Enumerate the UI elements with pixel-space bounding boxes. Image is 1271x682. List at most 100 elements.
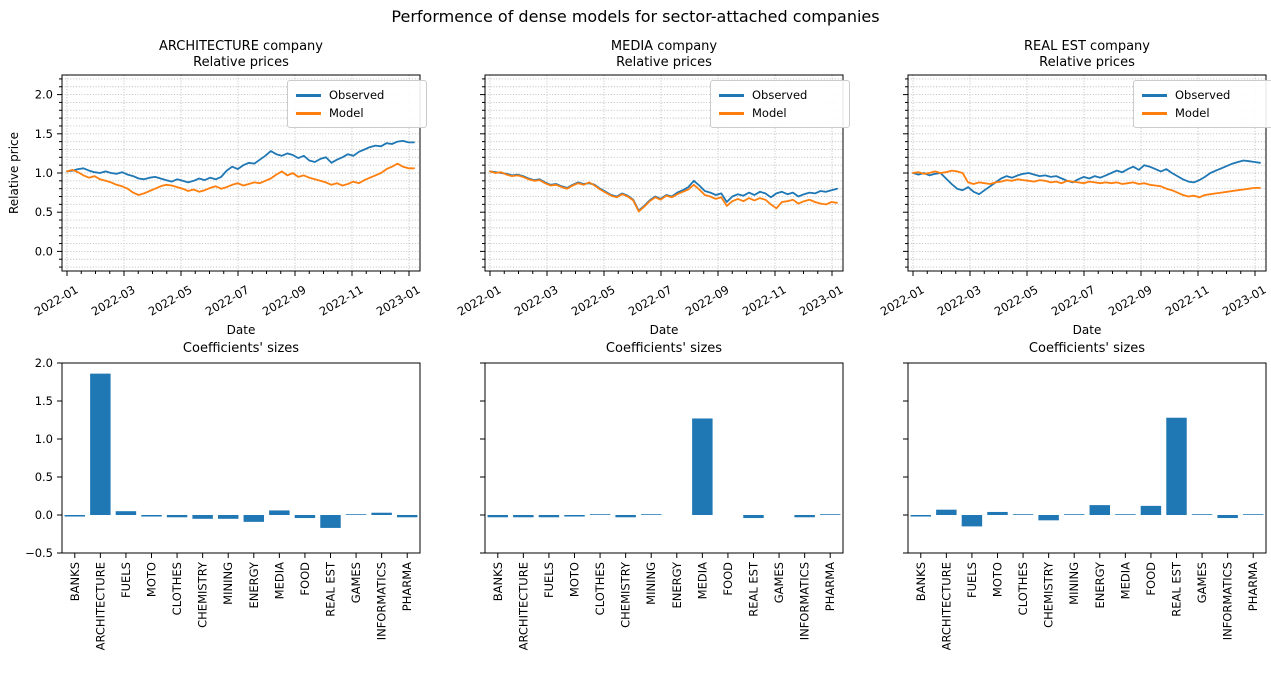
- bar-architecture: [513, 515, 534, 518]
- svg-text:REAL EST: REAL EST: [324, 561, 338, 617]
- legend-label-model: Model: [1175, 106, 1210, 120]
- svg-text:MOTO: MOTO: [145, 562, 159, 597]
- line-model: [66, 162, 415, 196]
- svg-text:PHARMA: PHARMA: [1246, 562, 1260, 611]
- line-observed: [66, 139, 415, 184]
- svg-text:ENERGY: ENERGY: [670, 561, 684, 608]
- bar-fuels: [115, 511, 137, 515]
- svg-text:CHEMISTRY: CHEMISTRY: [1042, 561, 1056, 628]
- subplot-title-company: ARCHITECTURE company: [159, 39, 323, 54]
- svg-text:ARCHITECTURE: ARCHITECTURE: [516, 562, 530, 650]
- svg-text:PHARMA: PHARMA: [823, 562, 837, 611]
- svg-text:GAMES: GAMES: [1195, 562, 1209, 603]
- bar-real-est: [1166, 417, 1187, 515]
- svg-text:2022-11: 2022-11: [1163, 282, 1212, 318]
- bar-mining: [640, 514, 662, 515]
- svg-text:INFORMATICS: INFORMATICS: [375, 562, 389, 640]
- legend-item-model: Model: [1142, 104, 1264, 122]
- model-line-swatch: [1142, 111, 1167, 115]
- svg-text:1.0: 1.0: [35, 166, 53, 180]
- svg-text:MEDIA: MEDIA: [272, 562, 286, 599]
- svg-text:2022-05: 2022-05: [992, 282, 1041, 318]
- svg-text:2022-07: 2022-07: [203, 282, 252, 318]
- svg-text:2022-11: 2022-11: [317, 282, 366, 318]
- svg-text:CHEMISTRY: CHEMISTRY: [619, 561, 633, 628]
- svg-text:2022-03: 2022-03: [935, 282, 984, 318]
- bar-architecture: [936, 509, 957, 515]
- model-line-swatch: [296, 111, 321, 115]
- coef-chart-title: Coefficients' sizes: [1028, 341, 1146, 356]
- svg-text:2022-03: 2022-03: [512, 282, 561, 318]
- svg-text:REAL EST: REAL EST: [747, 561, 761, 617]
- model-line-swatch: [719, 111, 744, 115]
- svg-text:2022-07: 2022-07: [1049, 282, 1098, 318]
- svg-text:CLOTHES: CLOTHES: [1016, 562, 1030, 615]
- bar-energy: [243, 515, 265, 522]
- legend-item-model: Model: [719, 104, 841, 122]
- observed-line-swatch: [1142, 93, 1167, 97]
- svg-text:2022-05: 2022-05: [146, 282, 195, 318]
- svg-text:ENERGY: ENERGY: [1093, 561, 1107, 608]
- observed-line-swatch: [719, 93, 744, 97]
- svg-text:MOTO: MOTO: [568, 562, 582, 597]
- bar-banks: [487, 515, 509, 518]
- bar-mining: [1063, 514, 1085, 515]
- svg-text:MINING: MINING: [1067, 562, 1081, 605]
- bar-clothes: [1012, 514, 1034, 515]
- svg-text:INFORMATICS: INFORMATICS: [798, 562, 812, 640]
- bar-media: [1115, 514, 1136, 515]
- svg-text:REAL EST: REAL EST: [1170, 561, 1184, 617]
- svg-text:MINING: MINING: [221, 562, 235, 605]
- bar-real-est: [743, 515, 764, 519]
- bar-mining: [217, 515, 239, 519]
- svg-text:2023-01: 2023-01: [374, 282, 423, 318]
- legend-label-model: Model: [329, 106, 364, 120]
- bar-media: [269, 510, 290, 515]
- svg-text:FUELS: FUELS: [965, 562, 979, 598]
- svg-text:0.5: 0.5: [35, 470, 53, 484]
- bar-games: [1191, 514, 1213, 515]
- svg-text:BANKS: BANKS: [491, 562, 505, 601]
- svg-text:FOOD: FOOD: [721, 562, 735, 596]
- svg-text:2.0: 2.0: [35, 88, 53, 102]
- bar-pharma: [396, 515, 418, 518]
- svg-text:BANKS: BANKS: [914, 562, 928, 601]
- coef-chart-2: BANKS ARCHITECTURE FUELS MOTO CLOTHES CHEMIST…: [903, 362, 1267, 650]
- legend-item-observed: Observed: [719, 86, 841, 104]
- bar-chemistry: [192, 515, 213, 519]
- bar-games: [345, 514, 367, 515]
- subplot-title-company: MEDIA company: [610, 39, 718, 54]
- subplot-title-real-est: REAL EST company Relative prices: [908, 39, 1266, 71]
- svg-text:2022-05: 2022-05: [569, 282, 618, 318]
- svg-text:2022-01: 2022-01: [455, 282, 504, 318]
- svg-text:1.5: 1.5: [35, 127, 53, 141]
- x-axis-label-date: Date: [649, 323, 679, 337]
- svg-text:−0.5: −0.5: [25, 546, 53, 560]
- svg-text:0.5: 0.5: [35, 205, 53, 219]
- svg-text:2022-09: 2022-09: [683, 282, 732, 318]
- bar-food: [1140, 505, 1162, 515]
- svg-text:2022-09: 2022-09: [1106, 282, 1155, 318]
- x-axis-label-date: Date: [1072, 323, 1102, 337]
- svg-text:ARCHITECTURE: ARCHITECTURE: [93, 562, 107, 650]
- svg-text:0.0: 0.0: [35, 508, 53, 522]
- bar-media: [692, 418, 713, 515]
- svg-text:MINING: MINING: [644, 562, 658, 605]
- svg-text:CLOTHES: CLOTHES: [593, 562, 607, 615]
- legend-label-observed: Observed: [329, 88, 385, 102]
- legend-label-observed: Observed: [1175, 88, 1231, 102]
- svg-text:ENERGY: ENERGY: [247, 561, 261, 608]
- bar-moto: [564, 515, 585, 517]
- svg-text:INFORMATICS: INFORMATICS: [1221, 562, 1235, 640]
- legend: Observed Model: [287, 80, 427, 128]
- svg-text:ARCHITECTURE: ARCHITECTURE: [939, 562, 953, 650]
- bar-clothes: [166, 515, 188, 518]
- bar-banks: [910, 515, 932, 517]
- svg-text:GAMES: GAMES: [349, 562, 363, 603]
- bar-pharma: [1242, 514, 1264, 515]
- bar-chemistry: [1038, 515, 1059, 521]
- svg-text:2023-01: 2023-01: [797, 282, 846, 318]
- observed-line-swatch: [296, 93, 321, 97]
